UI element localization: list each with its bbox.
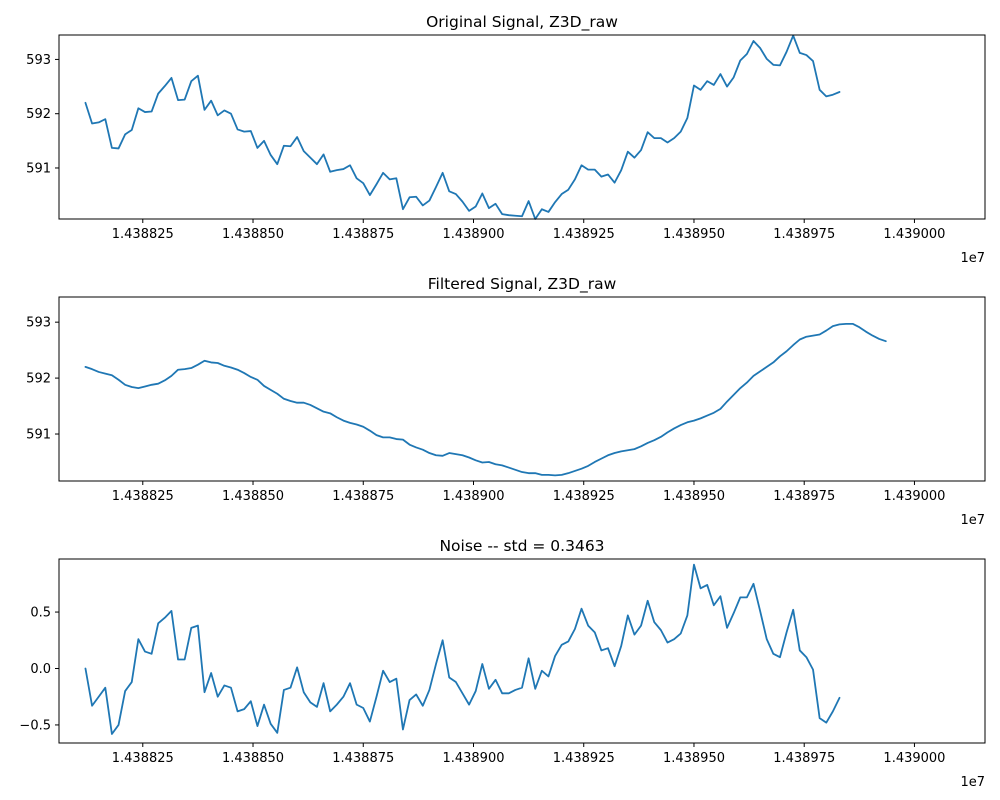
x-tick-label: 1.439000 (883, 227, 945, 242)
x-tick-label: 1.438850 (222, 489, 284, 504)
chart-panel-1: Original Signal, Z3D_raw 1.438825 1.438850… (26, 13, 986, 266)
chart-title: Original Signal, Z3D_raw (426, 13, 618, 32)
y-tick-label: 592 (26, 107, 51, 122)
x-tick-label: 1.438975 (773, 489, 835, 504)
x-tick-label: 1.438875 (332, 227, 394, 242)
x-offset-label: 1e7 (960, 251, 985, 266)
plot-frame (58, 34, 986, 220)
x-tick-label: 1.438900 (442, 227, 504, 242)
y-tick-label: 591 (26, 428, 51, 443)
x-tick-label: 1.438950 (663, 751, 725, 766)
series-line-1 (84, 563, 841, 735)
x-tick-label: 1.438825 (112, 489, 174, 504)
x-tick-label: 1.438825 (112, 751, 174, 766)
x-tick-label: 1.439000 (883, 751, 945, 766)
x-tick-label: 1.438925 (553, 751, 615, 766)
y-tick-label: 591 (26, 161, 51, 176)
x-tick-label: 1.438825 (112, 227, 174, 242)
x-tick-label: 1.438850 (222, 227, 284, 242)
x-tick-label: 1.438900 (442, 489, 504, 504)
y-tick-label: 592 (26, 372, 51, 387)
x-offset-label: 1e7 (960, 513, 985, 528)
chart-title: Noise -- std = 0.3463 (439, 537, 604, 555)
series-line-1 (84, 34, 841, 220)
plot-frame (58, 296, 986, 482)
x-tick-label: 1.438925 (553, 489, 615, 504)
y-tick-label: 593 (26, 316, 51, 331)
x-tick-label: 1.438850 (222, 751, 284, 766)
plot-frame (58, 558, 986, 744)
x-tick-label: 1.438875 (332, 751, 394, 766)
y-tick-label: 0.0 (30, 662, 51, 677)
y-tick-label: 593 (26, 53, 51, 68)
x-offset-label: 1e7 (960, 775, 985, 790)
x-tick-label: 1.438950 (663, 227, 725, 242)
x-tick-label: 1.438925 (553, 227, 615, 242)
x-tick-label: 1.438900 (442, 751, 504, 766)
x-tick-label: 1.439000 (883, 489, 945, 504)
y-tick-label: −0.5 (19, 718, 51, 733)
chart-panel-3: Noise -- std = 0.3463 1.438825 1.438850 1.4… (19, 537, 986, 790)
chart-panel-2: Filtered Signal, Z3D_raw 1.438825 1.438850… (26, 275, 986, 528)
series-line-1 (84, 322, 887, 477)
chart-title: Filtered Signal, Z3D_raw (428, 275, 617, 294)
x-tick-label: 1.438975 (773, 751, 835, 766)
y-tick-label: 0.5 (30, 606, 51, 621)
x-tick-label: 1.438975 (773, 227, 835, 242)
x-tick-label: 1.438875 (332, 489, 394, 504)
x-tick-label: 1.438950 (663, 489, 725, 504)
